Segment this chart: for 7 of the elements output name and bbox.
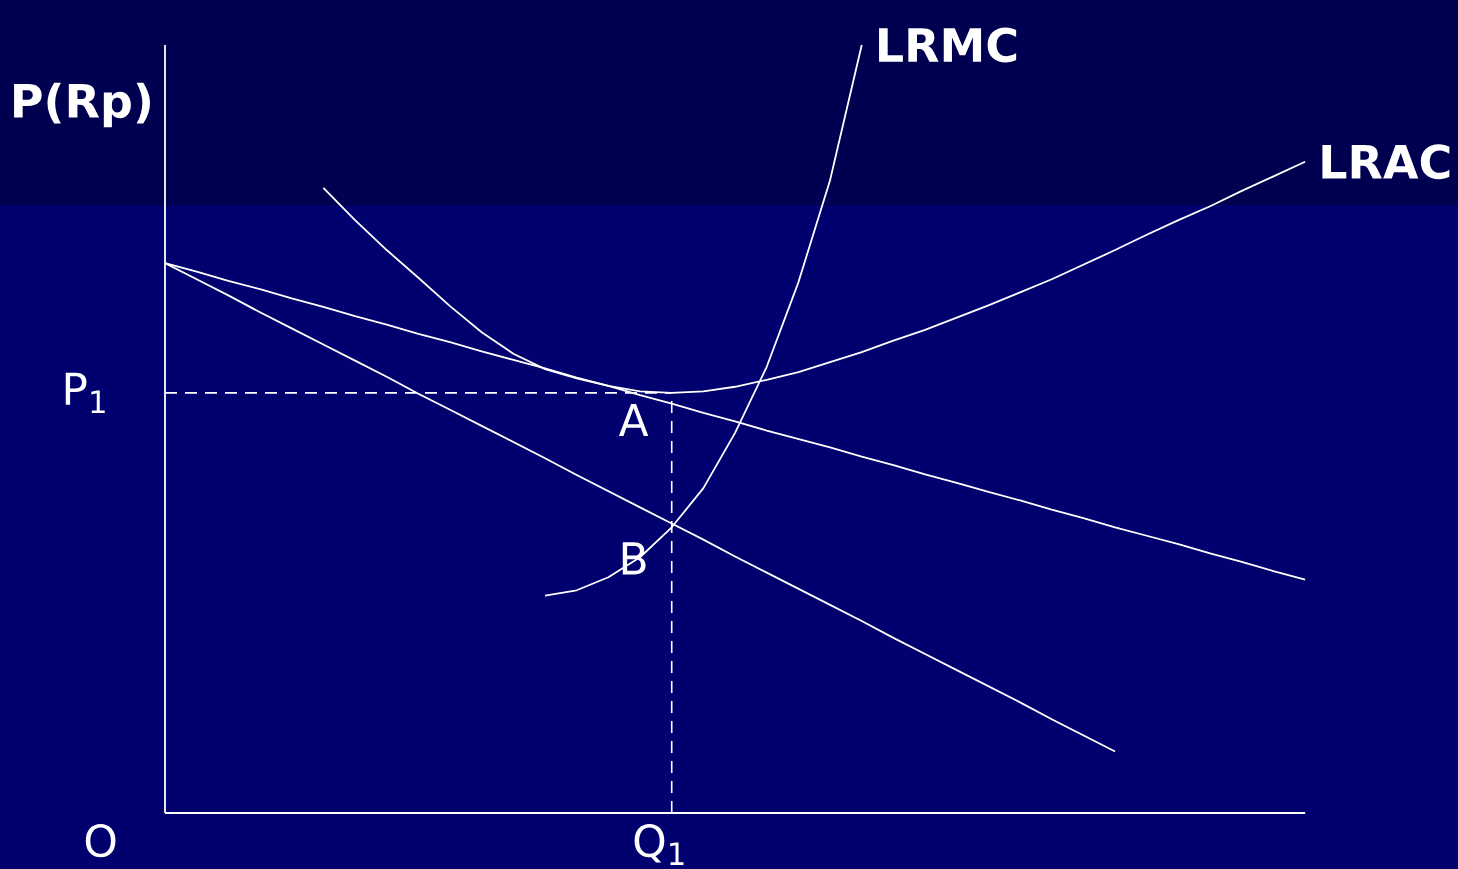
text: O bbox=[85, 824, 116, 858]
series-label: LRAC bbox=[1322, 144, 1450, 180]
text: Q$_{1}$ bbox=[634, 824, 684, 865]
annotation: A bbox=[618, 403, 649, 437]
y-axis-title: P(Rp) bbox=[14, 82, 150, 128]
ref-line-label: P$_{1}$ bbox=[65, 372, 105, 414]
series-label: LRMC bbox=[879, 27, 1017, 63]
